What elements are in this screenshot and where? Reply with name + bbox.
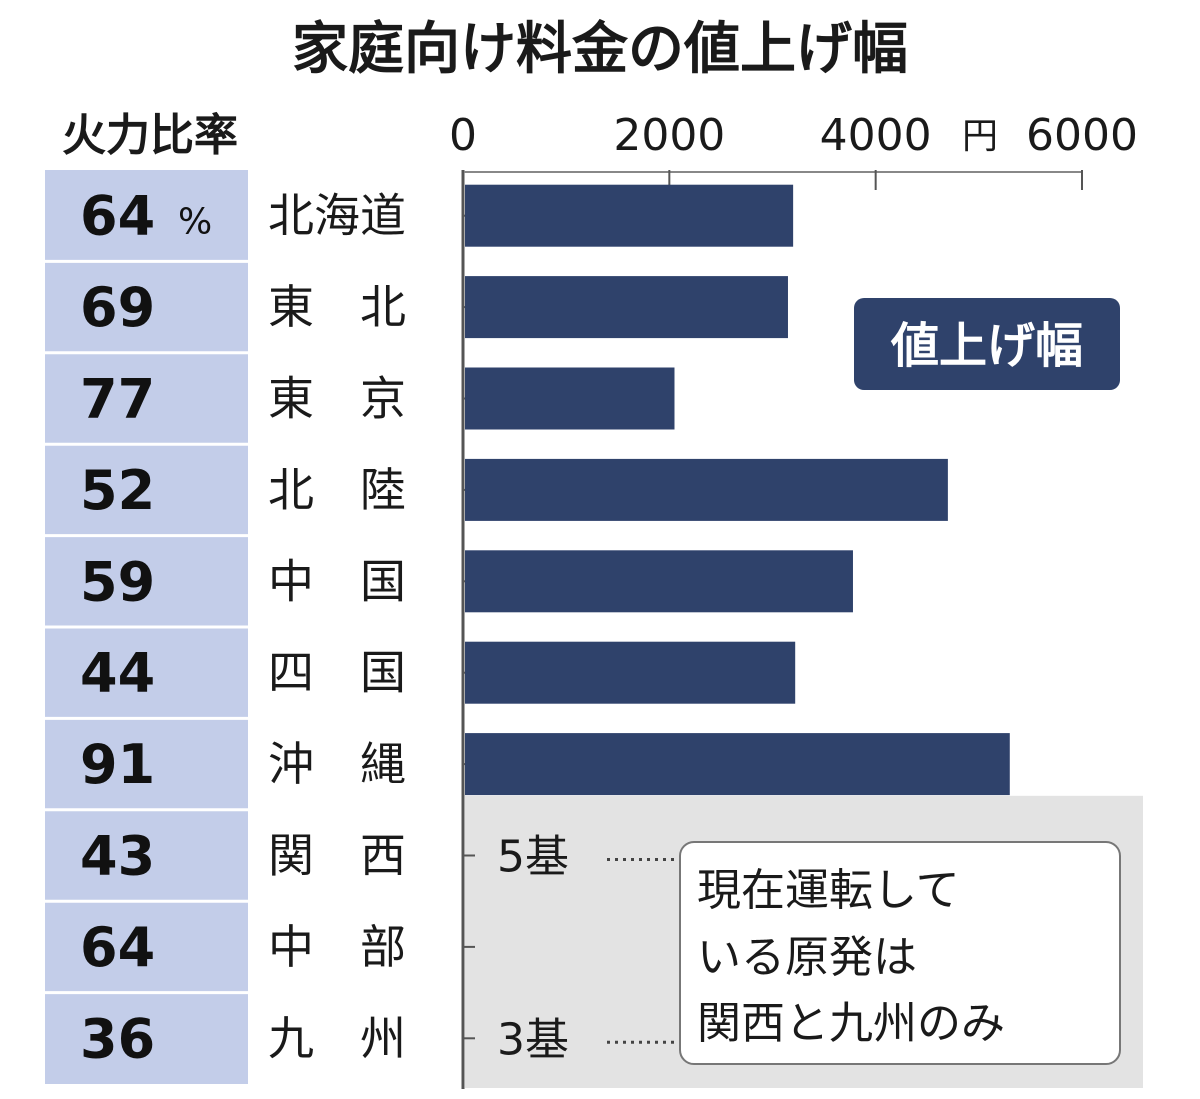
chart-title: 家庭向け料金の値上げ幅 xyxy=(292,17,908,82)
x-tick-label: 0 xyxy=(449,110,477,161)
bar xyxy=(465,367,675,430)
region-label: 沖 縄 xyxy=(268,737,406,791)
thermal-ratio-value: 69 xyxy=(80,276,155,339)
bars xyxy=(465,184,1010,796)
bar xyxy=(465,276,788,339)
thermal-ratio-value: 59 xyxy=(80,550,155,613)
x-tick-label: 2000 xyxy=(613,110,725,161)
legend-label: 値上げ幅 xyxy=(890,318,1083,374)
x-axis: 0 2000 4000 6000 円 xyxy=(449,110,1138,1089)
thermal-ratio-value: 64 xyxy=(80,185,155,248)
thermal-ratio-value: 36 xyxy=(80,1007,155,1070)
note-line-1: 現在運転して xyxy=(697,865,960,916)
bar xyxy=(465,184,794,247)
region-label: 東 京 xyxy=(268,372,406,426)
thermal-ratio-unit: % xyxy=(178,202,212,243)
x-tick-label: 4000 xyxy=(820,110,932,161)
nuclear-note: 現在運転して いる原発は 関西と九州のみ xyxy=(679,841,1121,1065)
thermal-ratio-header: 火力比率 xyxy=(62,110,238,161)
region-label: 四 国 xyxy=(268,646,406,700)
region-label: 関 西 xyxy=(268,829,406,883)
legend: 値上げ幅 xyxy=(854,298,1120,390)
reactor-count-label: 5基 xyxy=(497,832,569,883)
thermal-ratio-value: 64 xyxy=(80,916,155,979)
thermal-ratio-value: 91 xyxy=(80,733,155,796)
bar xyxy=(465,550,853,613)
legend-box xyxy=(854,298,1120,390)
thermal-ratio-value: 44 xyxy=(80,642,155,705)
note-box xyxy=(679,841,1121,1065)
note-line-2: いる原発は xyxy=(697,932,917,983)
region-label: 北 陸 xyxy=(268,463,406,517)
bar xyxy=(465,458,948,521)
region-label: 東 北 xyxy=(268,280,406,334)
note-line-3: 関西と九州のみ xyxy=(697,998,1005,1049)
thermal-ratio-value: 52 xyxy=(80,459,155,522)
bar xyxy=(465,733,1010,796)
x-tick-label: 6000 xyxy=(1026,110,1138,161)
region-label: 北海道 xyxy=(268,189,406,243)
reactor-labels: 5基 3基 xyxy=(497,832,676,1065)
reactor-count-label: 3基 xyxy=(497,1014,569,1065)
thermal-ratio-column: 64 % 69 77 52 59 44 91 43 64 36 xyxy=(45,170,248,1084)
region-label: 中 部 xyxy=(268,920,406,974)
x-unit-label: 円 xyxy=(962,116,998,157)
bar xyxy=(465,641,796,704)
region-label: 中 国 xyxy=(268,554,406,608)
thermal-ratio-value: 77 xyxy=(80,368,155,431)
thermal-ratio-value: 43 xyxy=(80,825,155,888)
region-label: 九 州 xyxy=(268,1011,406,1065)
